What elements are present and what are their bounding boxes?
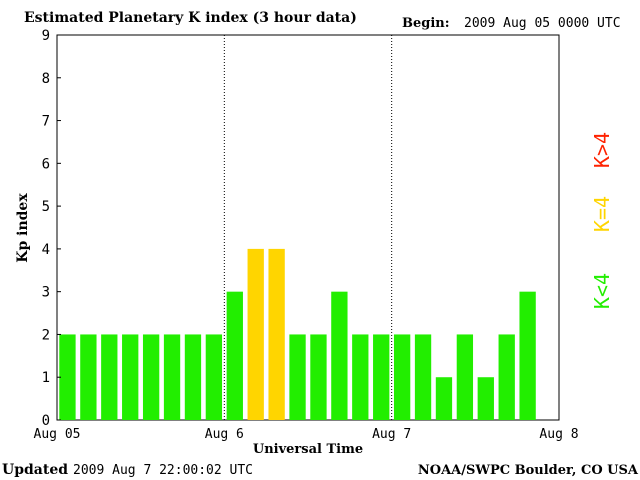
source-credit: NOAA/SWPC Boulder, CO USA [418,463,639,478]
plot-frame [56,34,560,421]
kp-bar [519,291,536,420]
bar-series [59,248,536,420]
kp-bar [59,334,76,420]
x-axis-label: Universal Time [253,442,363,457]
y-tick-label: 6 [42,156,50,172]
y-tick-label: 3 [42,285,50,301]
kp-bar [184,334,202,420]
day-separators [223,35,393,420]
kp-bar [373,334,390,420]
y-tick-label: 4 [42,242,50,258]
x-tick-label: Aug 7 [372,427,411,442]
kp-bar [414,334,432,420]
x-tick-label: Aug 05 [34,427,81,442]
legend-k-below-4: K<4 [590,273,614,309]
kp-bar [310,334,327,420]
kp-bar [331,291,348,420]
y-tick-label: 0 [42,413,50,429]
updated-value: 2009 Aug 7 22:00:02 UTC [73,463,253,478]
kp-bar [80,334,97,420]
kp-bar [477,377,494,420]
kp-bar [393,334,411,420]
kp-bar [268,248,285,420]
y-axis-label: Kp index [15,193,31,263]
x-tick-label: Aug 6 [205,427,244,442]
kp-bar [456,334,474,420]
kp-bar [142,334,160,420]
kp-bar [101,334,118,420]
y-tick-label: 7 [42,114,50,130]
kp-bar [226,291,243,420]
kp-bar [122,334,139,420]
begin-label: Begin: [402,16,450,31]
y-axis: 0 1 2 3 4 5 6 7 8 9 [42,28,61,429]
y-tick-label: 2 [42,327,50,343]
updated-label: Updated [2,462,68,478]
x-tick-label: Aug 8 [539,427,578,442]
kp-bar [289,334,306,420]
y-tick-label: 9 [42,28,50,44]
kp-bar [247,248,264,420]
chart-title: Estimated Planetary K index (3 hour data… [24,10,357,26]
legend-k-above-4: K>4 [590,132,614,168]
begin-value: 2009 Aug 05 0000 UTC [464,16,621,31]
y-tick-label: 5 [42,199,50,215]
kp-bar [435,377,453,420]
kp-bar [205,334,223,420]
kp-bar [498,334,515,420]
legend-k-equal-4: K=4 [590,196,614,232]
y-tick-label: 8 [42,71,50,87]
x-axis: Aug 05 Aug 6 Aug 7 Aug 8 [34,427,579,442]
kp-bar [163,334,181,420]
y-tick-label: 1 [42,370,50,386]
kp-bar [352,334,369,420]
